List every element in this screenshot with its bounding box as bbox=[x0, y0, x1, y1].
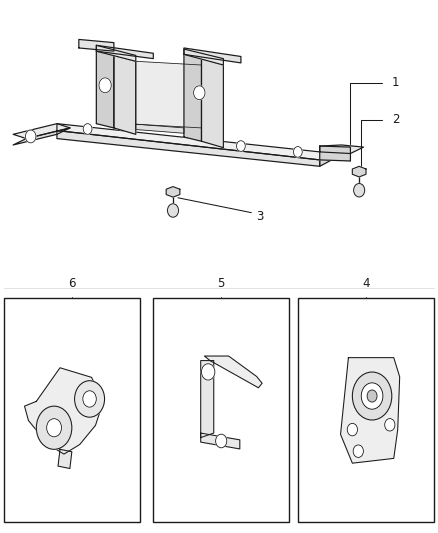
Text: 3: 3 bbox=[257, 211, 264, 223]
Polygon shape bbox=[57, 131, 320, 166]
Circle shape bbox=[36, 406, 72, 449]
Polygon shape bbox=[201, 360, 214, 438]
Polygon shape bbox=[184, 48, 241, 63]
Polygon shape bbox=[201, 433, 240, 449]
Circle shape bbox=[367, 390, 377, 402]
Bar bbox=[4, 298, 140, 522]
Polygon shape bbox=[136, 61, 201, 128]
Circle shape bbox=[83, 391, 96, 407]
Circle shape bbox=[215, 434, 227, 448]
Circle shape bbox=[167, 204, 179, 217]
Polygon shape bbox=[57, 124, 350, 160]
Polygon shape bbox=[96, 51, 114, 128]
Circle shape bbox=[194, 86, 205, 100]
Circle shape bbox=[74, 381, 105, 417]
Polygon shape bbox=[320, 145, 364, 154]
Polygon shape bbox=[205, 356, 262, 388]
Polygon shape bbox=[58, 449, 72, 469]
Polygon shape bbox=[25, 368, 103, 454]
Bar bbox=[298, 298, 434, 522]
Polygon shape bbox=[352, 166, 366, 177]
Text: 4: 4 bbox=[362, 278, 370, 290]
Circle shape bbox=[237, 141, 245, 151]
Polygon shape bbox=[320, 154, 350, 166]
Circle shape bbox=[347, 423, 357, 436]
Circle shape bbox=[83, 124, 92, 134]
Polygon shape bbox=[320, 146, 350, 161]
Text: 1: 1 bbox=[392, 76, 399, 89]
Text: 6: 6 bbox=[68, 278, 76, 290]
Polygon shape bbox=[13, 128, 70, 145]
Circle shape bbox=[352, 372, 392, 420]
Circle shape bbox=[353, 445, 364, 457]
Bar bbox=[153, 298, 289, 522]
Circle shape bbox=[25, 130, 36, 143]
Circle shape bbox=[353, 183, 365, 197]
Polygon shape bbox=[13, 124, 70, 139]
Circle shape bbox=[385, 418, 395, 431]
Polygon shape bbox=[136, 124, 184, 133]
Text: 2: 2 bbox=[392, 114, 399, 126]
Polygon shape bbox=[184, 54, 201, 141]
Polygon shape bbox=[79, 39, 114, 51]
Circle shape bbox=[99, 78, 111, 93]
Circle shape bbox=[361, 383, 383, 409]
Polygon shape bbox=[184, 49, 223, 65]
Polygon shape bbox=[96, 45, 153, 59]
Circle shape bbox=[46, 418, 62, 437]
Text: 5: 5 bbox=[218, 278, 225, 290]
Polygon shape bbox=[114, 55, 136, 134]
Polygon shape bbox=[166, 187, 180, 197]
Polygon shape bbox=[201, 59, 223, 148]
Polygon shape bbox=[96, 45, 136, 61]
Circle shape bbox=[293, 147, 302, 157]
Polygon shape bbox=[340, 358, 399, 463]
Circle shape bbox=[201, 364, 215, 380]
